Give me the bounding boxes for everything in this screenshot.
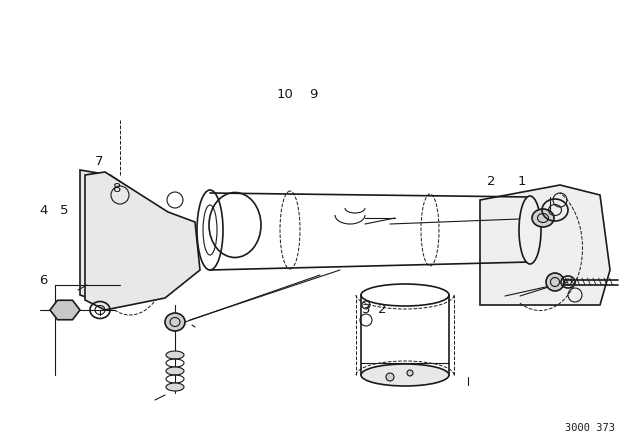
- Text: 1: 1: [517, 175, 526, 188]
- Ellipse shape: [407, 370, 413, 376]
- Polygon shape: [80, 170, 195, 305]
- Text: 3: 3: [362, 302, 371, 316]
- Ellipse shape: [166, 351, 184, 359]
- Ellipse shape: [361, 364, 449, 386]
- Polygon shape: [480, 185, 610, 305]
- Text: 2: 2: [487, 175, 496, 188]
- Ellipse shape: [386, 373, 394, 381]
- Ellipse shape: [532, 209, 554, 227]
- Polygon shape: [50, 300, 80, 320]
- Text: 9: 9: [309, 87, 318, 101]
- Text: 10: 10: [276, 87, 293, 101]
- Ellipse shape: [165, 313, 185, 331]
- Text: 8: 8: [112, 181, 121, 195]
- Text: 7: 7: [95, 155, 104, 168]
- Text: 6: 6: [39, 273, 48, 287]
- Ellipse shape: [166, 367, 184, 375]
- Ellipse shape: [519, 196, 541, 264]
- Text: 2: 2: [378, 302, 387, 316]
- Text: 4: 4: [39, 204, 48, 217]
- Polygon shape: [85, 172, 200, 310]
- Text: 3000 373: 3000 373: [565, 423, 615, 433]
- Ellipse shape: [166, 383, 184, 391]
- Ellipse shape: [546, 273, 564, 291]
- Text: 5: 5: [60, 204, 68, 217]
